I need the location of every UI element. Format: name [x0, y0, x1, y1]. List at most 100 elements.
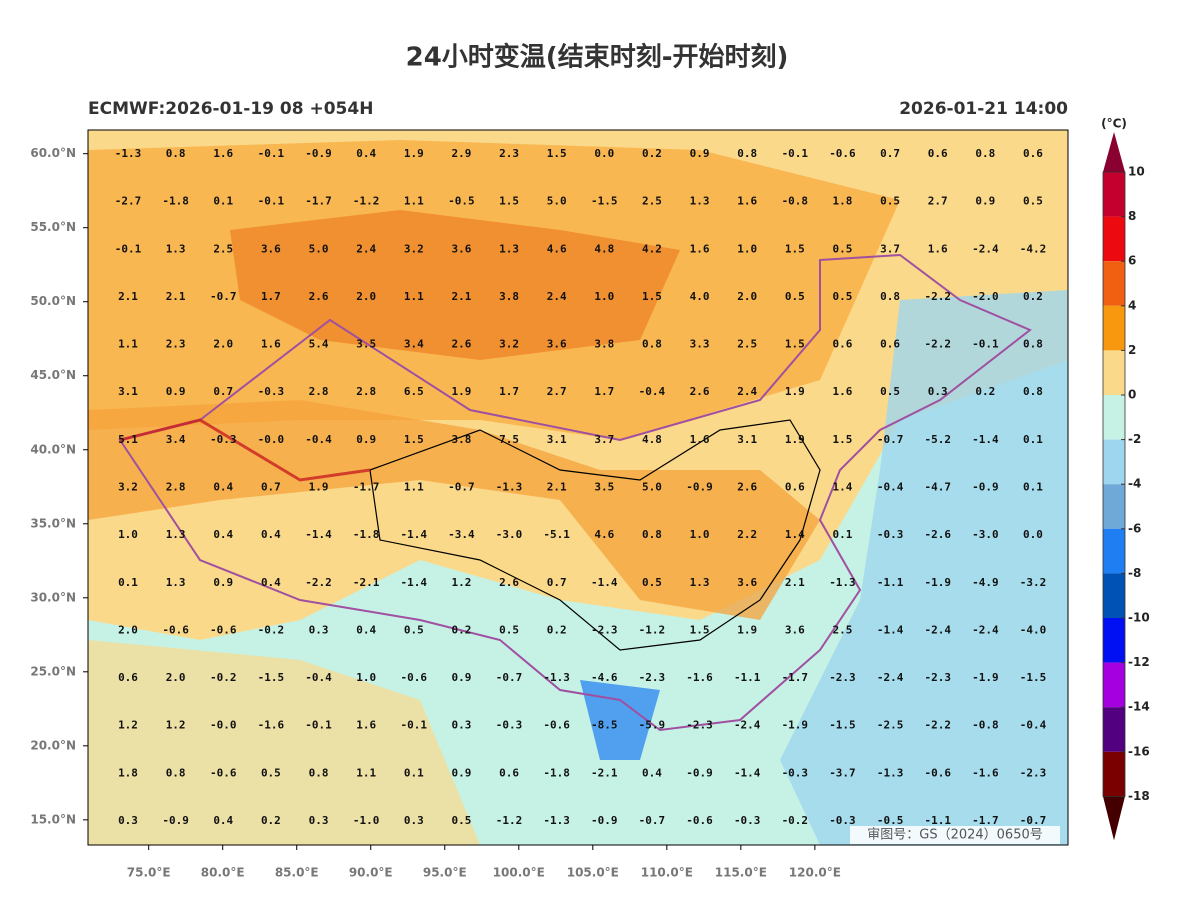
colorbar-label: -2 [1128, 432, 1141, 446]
x-tick-label: 120.0°E [789, 866, 841, 880]
grid-value: 3.6 [451, 242, 471, 255]
grid-value: -1.9 [924, 576, 951, 589]
grid-value: 1.6 [833, 385, 853, 398]
grid-value: -1.6 [686, 671, 713, 684]
grid-value: -2.3 [639, 671, 666, 684]
grid-value: 2.5 [737, 338, 757, 351]
grid-value: -1.2 [496, 814, 523, 827]
grid-value: 1.3 [166, 528, 186, 541]
grid-value: 0.7 [261, 480, 281, 493]
colorbar-swatch [1103, 751, 1125, 797]
grid-value: 2.5 [213, 242, 233, 255]
grid-value: 0.1 [833, 528, 853, 541]
grid-value: 1.2 [166, 719, 186, 732]
colorbar-under [1103, 796, 1125, 841]
grid-value: -0.4 [305, 433, 332, 446]
grid-value: -2.0 [972, 290, 999, 303]
grid-value: 2.4 [356, 242, 376, 255]
grid-value: 1.5 [690, 623, 710, 636]
grid-value: 1.1 [404, 480, 424, 493]
grid-value: 3.1 [118, 385, 138, 398]
grid-value: 0.5 [404, 623, 424, 636]
grid-value: 0.4 [261, 528, 281, 541]
grid-value: -3.0 [972, 528, 999, 541]
grid-value: 0.8 [642, 338, 662, 351]
grid-value: -3.4 [448, 528, 475, 541]
grid-value: -0.6 [829, 147, 856, 160]
grid-value: -0.3 [877, 528, 904, 541]
grid-value: -2.4 [972, 242, 999, 255]
grid-value: 0.6 [1023, 147, 1043, 160]
grid-value: 0.4 [356, 623, 376, 636]
colorbar-label: -6 [1128, 521, 1141, 535]
grid-value: -2.1 [591, 766, 618, 779]
grid-value: -0.0 [258, 433, 285, 446]
grid-value: 3.4 [404, 338, 424, 351]
grid-value: 1.7 [594, 385, 614, 398]
grid-value: -1.8 [353, 528, 380, 541]
y-tick-label: 25.0°N [30, 664, 76, 678]
grid-value: 0.4 [213, 480, 233, 493]
grid-value: 0.6 [833, 338, 853, 351]
grid-value: -0.6 [210, 623, 237, 636]
grid-value: 1.5 [833, 433, 853, 446]
grid-value: 1.0 [594, 290, 614, 303]
grid-value: 2.0 [356, 290, 376, 303]
grid-value: -3.0 [496, 528, 523, 541]
grid-value: 5.4 [309, 338, 329, 351]
grid-value: 0.9 [166, 385, 186, 398]
grid-value: -2.1 [353, 576, 380, 589]
grid-value: 2.0 [737, 290, 757, 303]
map-frame [87, 129, 1069, 846]
grid-value: 0.5 [833, 290, 853, 303]
grid-value: -1.7 [353, 480, 380, 493]
grid-value: 2.6 [737, 480, 757, 493]
grid-value: 1.5 [404, 433, 424, 446]
grid-value: 1.9 [404, 147, 424, 160]
grid-value: -1.3 [543, 671, 570, 684]
grid-value: -2.2 [924, 338, 951, 351]
grid-value: 3.7 [594, 433, 614, 446]
grid-value: 2.3 [166, 338, 186, 351]
grid-value: -5.9 [639, 719, 666, 732]
grid-value: 0.2 [451, 623, 471, 636]
grid-value: 0.7 [880, 147, 900, 160]
grid-value: 0.5 [880, 385, 900, 398]
grid-value: -1.7 [782, 671, 809, 684]
grid-value: 0.9 [213, 576, 233, 589]
grid-value: 5.0 [309, 242, 329, 255]
grid-value: 0.1 [404, 766, 424, 779]
grid-value: -2.4 [877, 671, 904, 684]
field [88, 130, 1068, 845]
x-tick-label: 80.0°E [201, 866, 245, 880]
grid-value: -0.7 [1020, 814, 1047, 827]
grid-value: 7.5 [499, 433, 519, 446]
grid-value: 5.0 [547, 195, 567, 208]
grid-value: 0.8 [166, 147, 186, 160]
grid-value: 0.7 [213, 385, 233, 398]
grid-value: -4.0 [1020, 623, 1047, 636]
grid-value: 0.5 [261, 766, 281, 779]
y-tick-label: 35.0°N [30, 516, 76, 530]
grid-value: -0.4 [305, 671, 332, 684]
grid-value: 1.1 [404, 195, 424, 208]
grid-value: -1.5 [829, 719, 856, 732]
grid-value: -2.2 [305, 576, 332, 589]
grid-value: -2.7 [115, 195, 142, 208]
grid-value: 1.8 [118, 766, 138, 779]
grid-value: -1.4 [305, 528, 332, 541]
grid-value: 2.6 [309, 290, 329, 303]
colorbar-swatch [1103, 350, 1125, 395]
grid-value: 2.1 [785, 576, 805, 589]
grid-value: 2.8 [309, 385, 329, 398]
grid-value: 0.3 [404, 814, 424, 827]
grid-value: 0.3 [309, 623, 329, 636]
grid-value: 2.0 [118, 623, 138, 636]
grid-value: 1.2 [118, 719, 138, 732]
grid-value: 4.6 [594, 528, 614, 541]
grid-value: -0.6 [686, 814, 713, 827]
grid-value: -0.2 [210, 671, 237, 684]
grid-value: 2.4 [737, 385, 757, 398]
grid-value: 1.8 [833, 195, 853, 208]
grid-value: 0.2 [547, 623, 567, 636]
